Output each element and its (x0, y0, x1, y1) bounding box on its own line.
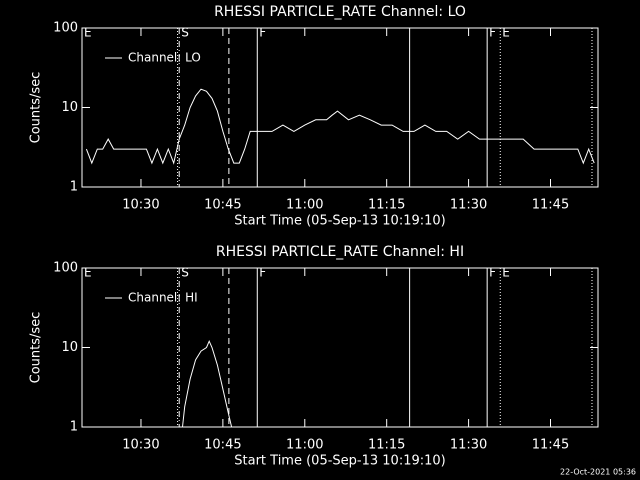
x-tick-label: 10:30 (122, 438, 159, 453)
x-tick-label: 10:45 (204, 438, 241, 453)
marker-label: F (489, 266, 496, 280)
legend-label: Channel: LO (128, 51, 201, 65)
chart-title: RHESSI PARTICLE_RATE Channel: LO (214, 4, 466, 20)
x-tick-label: 11:00 (286, 438, 323, 453)
x-tick-label: 10:30 (122, 198, 159, 213)
x-axis-label: Start Time (05-Sep-13 10:19:10) (234, 454, 445, 469)
x-tick-label: 11:15 (368, 198, 405, 213)
y-tick-label: 10 (61, 340, 78, 355)
marker-label: F (489, 26, 496, 40)
marker-label: F (259, 26, 266, 40)
y-tick-label: 100 (53, 21, 78, 36)
y-tick-label: 1 (70, 180, 78, 195)
data-line (85, 88, 595, 165)
y-tick-label: 100 (53, 261, 78, 276)
x-tick-label: 10:45 (204, 198, 241, 213)
x-tick-label: 11:15 (368, 438, 405, 453)
legend-label: Channel: HI (128, 291, 198, 305)
marker-label: S (181, 26, 189, 40)
x-tick-label: 11:45 (532, 198, 569, 213)
marker-label: E (502, 26, 510, 40)
y-axis-label: Counts/sec (29, 312, 44, 384)
x-tick-label: 11:45 (532, 438, 569, 453)
x-tick-label: 11:30 (450, 438, 487, 453)
y-tick-label: 1 (70, 420, 78, 435)
y-axis-label: Counts/sec (29, 72, 44, 144)
x-axis-label: Start Time (05-Sep-13 10:19:10) (234, 214, 445, 229)
marker-label: E (84, 266, 92, 280)
data-line (182, 339, 233, 428)
marker-label: S (181, 266, 189, 280)
chart-title: RHESSI PARTICLE_RATE Channel: HI (216, 244, 464, 260)
y-tick-label: 10 (61, 100, 78, 115)
marker-label: F (259, 266, 266, 280)
footer: 22-Oct-2021 05:36 (560, 468, 636, 477)
x-tick-label: 11:00 (286, 198, 323, 213)
marker-label: E (502, 266, 510, 280)
x-tick-label: 11:30 (450, 198, 487, 213)
marker-label: E (84, 26, 92, 40)
